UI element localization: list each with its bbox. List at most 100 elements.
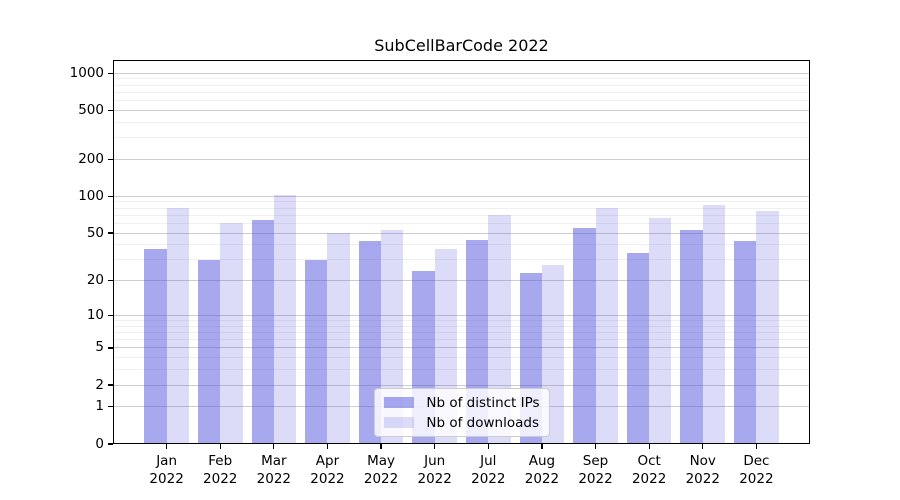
y-tick-label-1000: 1000 <box>69 64 104 81</box>
gridline-y-minor-8 <box>113 325 810 327</box>
x-tick-sep <box>594 444 597 449</box>
x-tick-jan <box>165 444 168 449</box>
bar-nb-of-distinct-ips-nov <box>680 229 703 444</box>
x-tick-jun <box>434 444 436 449</box>
gridline-y-minor-70 <box>113 214 810 216</box>
y-tick-label-20: 20 <box>86 272 104 289</box>
gridline-y-minor-7 <box>113 331 810 333</box>
gridline-y-200 <box>113 158 810 160</box>
bar-nb-of-downloads-apr <box>327 233 350 444</box>
y-tick-20 <box>108 279 113 282</box>
x-tick-label-dec-2022: Dec 2022 <box>739 453 774 487</box>
gridline-y-minor-9 <box>113 319 810 321</box>
bar-nb-of-downloads-nov <box>702 204 726 444</box>
y-tick-label-200: 200 <box>78 150 104 167</box>
x-tick-label-nov-2022: Nov 2022 <box>685 453 720 487</box>
y-tick-100 <box>108 195 113 197</box>
gridline-y-minor-6 <box>113 339 810 341</box>
bar-nb-of-distinct-ips-feb <box>197 259 221 444</box>
gridline-y-minor-30 <box>113 259 810 261</box>
legend-row-downloads: Nb of downloads <box>383 414 539 431</box>
legend-swatch-downloads <box>383 417 414 428</box>
y-tick-label-2: 2 <box>95 376 104 393</box>
x-tick-nov <box>702 444 704 449</box>
gridline-y-500 <box>113 109 810 111</box>
gridline-y-minor-700 <box>113 91 810 93</box>
legend-label-downloads: Nb of downloads <box>426 414 539 431</box>
x-tick-label-jun-2022: Jun 2022 <box>417 453 452 487</box>
bar-nb-of-distinct-ips-mar <box>251 220 274 444</box>
y-tick-10 <box>108 314 113 316</box>
gridline-y-minor-40 <box>113 244 810 246</box>
plot-area: Nb of distinct IPs Nb of downloads <box>113 60 810 444</box>
bar-nb-of-downloads-sep <box>595 207 618 444</box>
y-tick-label-100: 100 <box>78 187 104 204</box>
y-tick-label-1: 1 <box>95 398 104 415</box>
y-tick-label-5: 5 <box>95 339 104 356</box>
bar-nb-of-downloads-jul <box>488 215 511 444</box>
gridline-y-minor-60 <box>113 222 810 224</box>
x-tick-apr <box>326 444 329 449</box>
y-tick-1000 <box>108 72 113 74</box>
grid-layer <box>113 60 810 444</box>
gridline-y-minor-300 <box>113 137 810 139</box>
gridline-y-minor-900 <box>113 78 810 80</box>
x-tick-label-jul-2022: Jul 2022 <box>471 453 506 487</box>
y-tick-2 <box>108 384 113 386</box>
gridline-y-minor-80 <box>113 207 810 209</box>
x-tick-mar <box>273 444 275 449</box>
x-tick-jul <box>487 444 489 449</box>
x-tick-label-jan-2022: Jan 2022 <box>149 453 184 487</box>
gridline-y-2 <box>113 384 810 386</box>
y-tick-label-10: 10 <box>86 306 104 323</box>
bar-nb-of-distinct-ips-apr <box>305 259 328 444</box>
x-tick-label-aug-2022: Aug 2022 <box>524 453 560 487</box>
gridline-y-minor-800 <box>113 84 810 86</box>
bar-nb-of-distinct-ips-sep <box>573 228 596 444</box>
y-tick-0 <box>108 443 113 445</box>
x-tick-aug <box>541 444 543 449</box>
gridline-y-minor-4 <box>113 357 810 359</box>
x-tick-oct <box>648 444 650 449</box>
y-tick-label-0: 0 <box>95 435 104 452</box>
y-tick-5 <box>108 347 113 349</box>
gridline-y-100 <box>113 195 810 197</box>
x-tick-may <box>380 444 382 449</box>
legend: Nb of distinct IPs Nb of downloads <box>373 388 550 437</box>
bar-nb-of-distinct-ips-oct <box>626 253 650 444</box>
gridline-y-minor-3 <box>113 369 810 371</box>
y-tick-50 <box>108 232 113 234</box>
bar-layer <box>113 60 810 444</box>
x-tick-label-apr-2022: Apr 2022 <box>310 453 345 487</box>
legend-label-distinct-ips: Nb of distinct IPs <box>426 394 540 411</box>
bar-nb-of-downloads-feb <box>220 222 243 444</box>
gridline-y-1000 <box>113 72 810 74</box>
gridline-y-50 <box>113 232 810 234</box>
gridline-y-10 <box>113 314 810 316</box>
gridline-y-minor-90 <box>113 201 810 203</box>
bar-nb-of-downloads-oct <box>649 218 672 444</box>
y-tick-500 <box>108 109 113 112</box>
x-tick-dec <box>755 444 758 449</box>
y-tick-1 <box>108 406 113 408</box>
chart-title: SubCellBarCode 2022 <box>374 36 549 55</box>
x-tick-label-sep-2022: Sep 2022 <box>578 453 613 487</box>
gridline-y-5 <box>113 347 810 349</box>
bar-nb-of-distinct-ips-jan <box>144 248 167 444</box>
legend-swatch-distinct-ips <box>383 397 414 408</box>
gridline-y-20 <box>113 280 810 282</box>
y-tick-200 <box>108 158 113 161</box>
gridline-y-minor-400 <box>113 121 810 123</box>
x-tick-label-feb-2022: Feb 2022 <box>203 453 238 487</box>
x-tick-label-oct-2022: Oct 2022 <box>631 453 667 487</box>
bar-nb-of-downloads-dec <box>756 210 779 444</box>
bar-nb-of-downloads-jan <box>166 208 189 444</box>
bar-nb-of-distinct-ips-dec <box>734 240 757 444</box>
legend-row-distinct-ips: Nb of distinct IPs <box>383 394 540 411</box>
gridline-y-minor-600 <box>113 100 810 102</box>
y-tick-label-50: 50 <box>86 224 104 241</box>
x-tick-feb <box>219 444 221 449</box>
x-tick-label-mar-2022: Mar 2022 <box>256 453 292 487</box>
x-tick-label-may-2022: May 2022 <box>363 453 399 487</box>
